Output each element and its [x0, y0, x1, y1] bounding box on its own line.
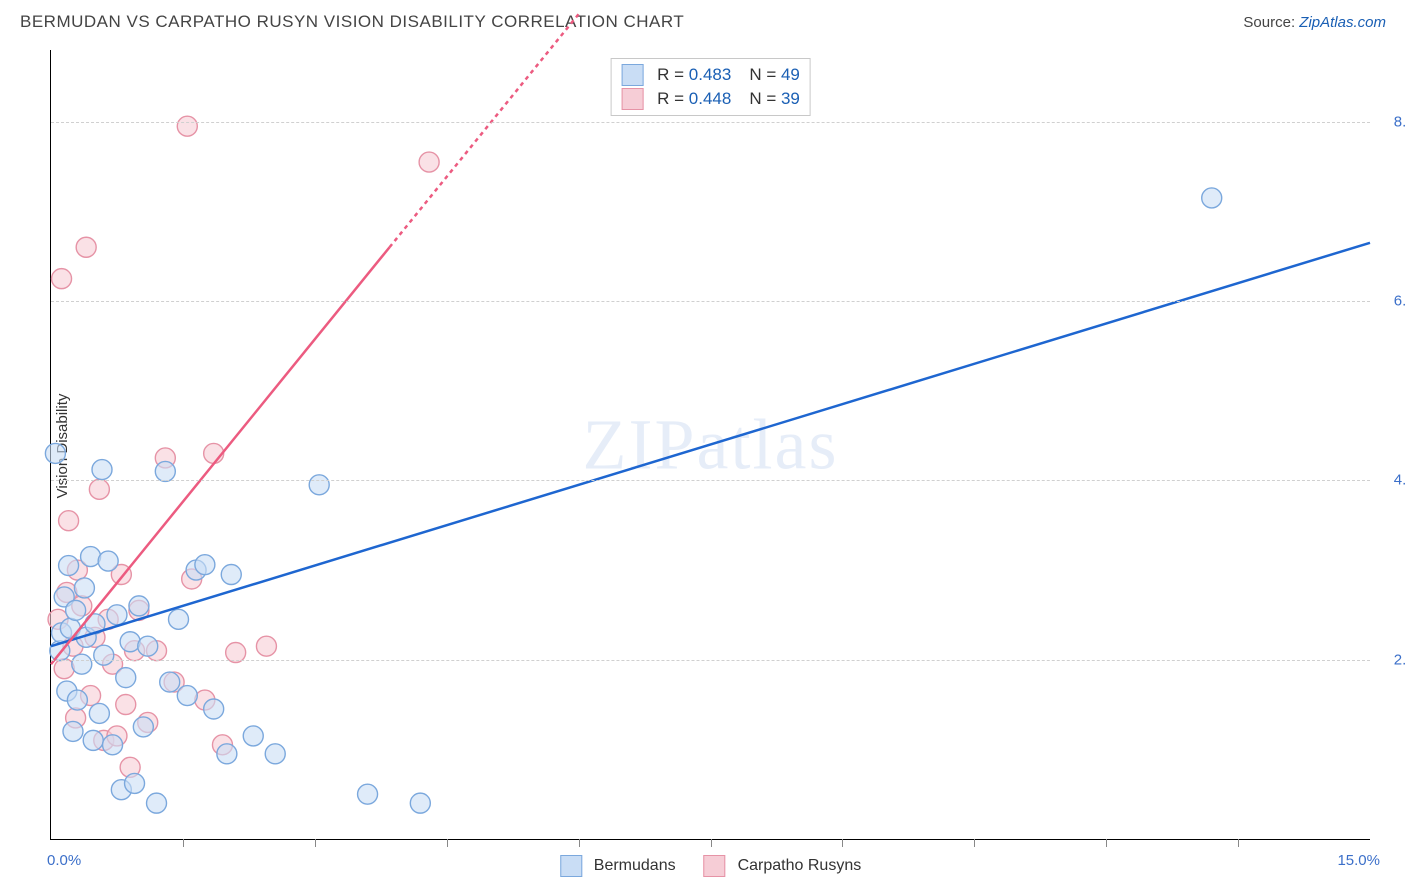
legend: Bermudans Carpatho Rusyns: [560, 855, 861, 877]
legend-swatch-b: [704, 855, 726, 877]
stats-row-a: R = 0.483 N = 49: [621, 63, 800, 87]
source-link[interactable]: ZipAtlas.com: [1299, 14, 1386, 31]
chart-title: BERMUDAN VS CARPATHO RUSYN VISION DISABI…: [20, 12, 684, 32]
x-max-label: 15.0%: [1337, 852, 1380, 869]
stats-row-b: R = 0.448 N = 39: [621, 87, 800, 111]
swatch-a: [621, 64, 643, 86]
legend-item-a: Bermudans: [560, 855, 676, 877]
chart-svg: [51, 50, 1370, 839]
y-tick-label: 6.0%: [1394, 293, 1406, 310]
source-line: Source: ZipAtlas.com: [1243, 14, 1386, 31]
chart-plot-area: ZIPatlas R = 0.483 N = 49 R = 0.448 N = …: [50, 50, 1370, 840]
x-min-label: 0.0%: [47, 852, 81, 869]
stats-box: R = 0.483 N = 49 R = 0.448 N = 39: [610, 58, 811, 116]
y-tick-label: 8.0%: [1394, 113, 1406, 130]
y-tick-label: 4.0%: [1394, 472, 1406, 489]
legend-item-b: Carpatho Rusyns: [704, 855, 862, 877]
legend-swatch-a: [560, 855, 582, 877]
y-tick-label: 2.0%: [1394, 651, 1406, 668]
swatch-b: [621, 88, 643, 110]
